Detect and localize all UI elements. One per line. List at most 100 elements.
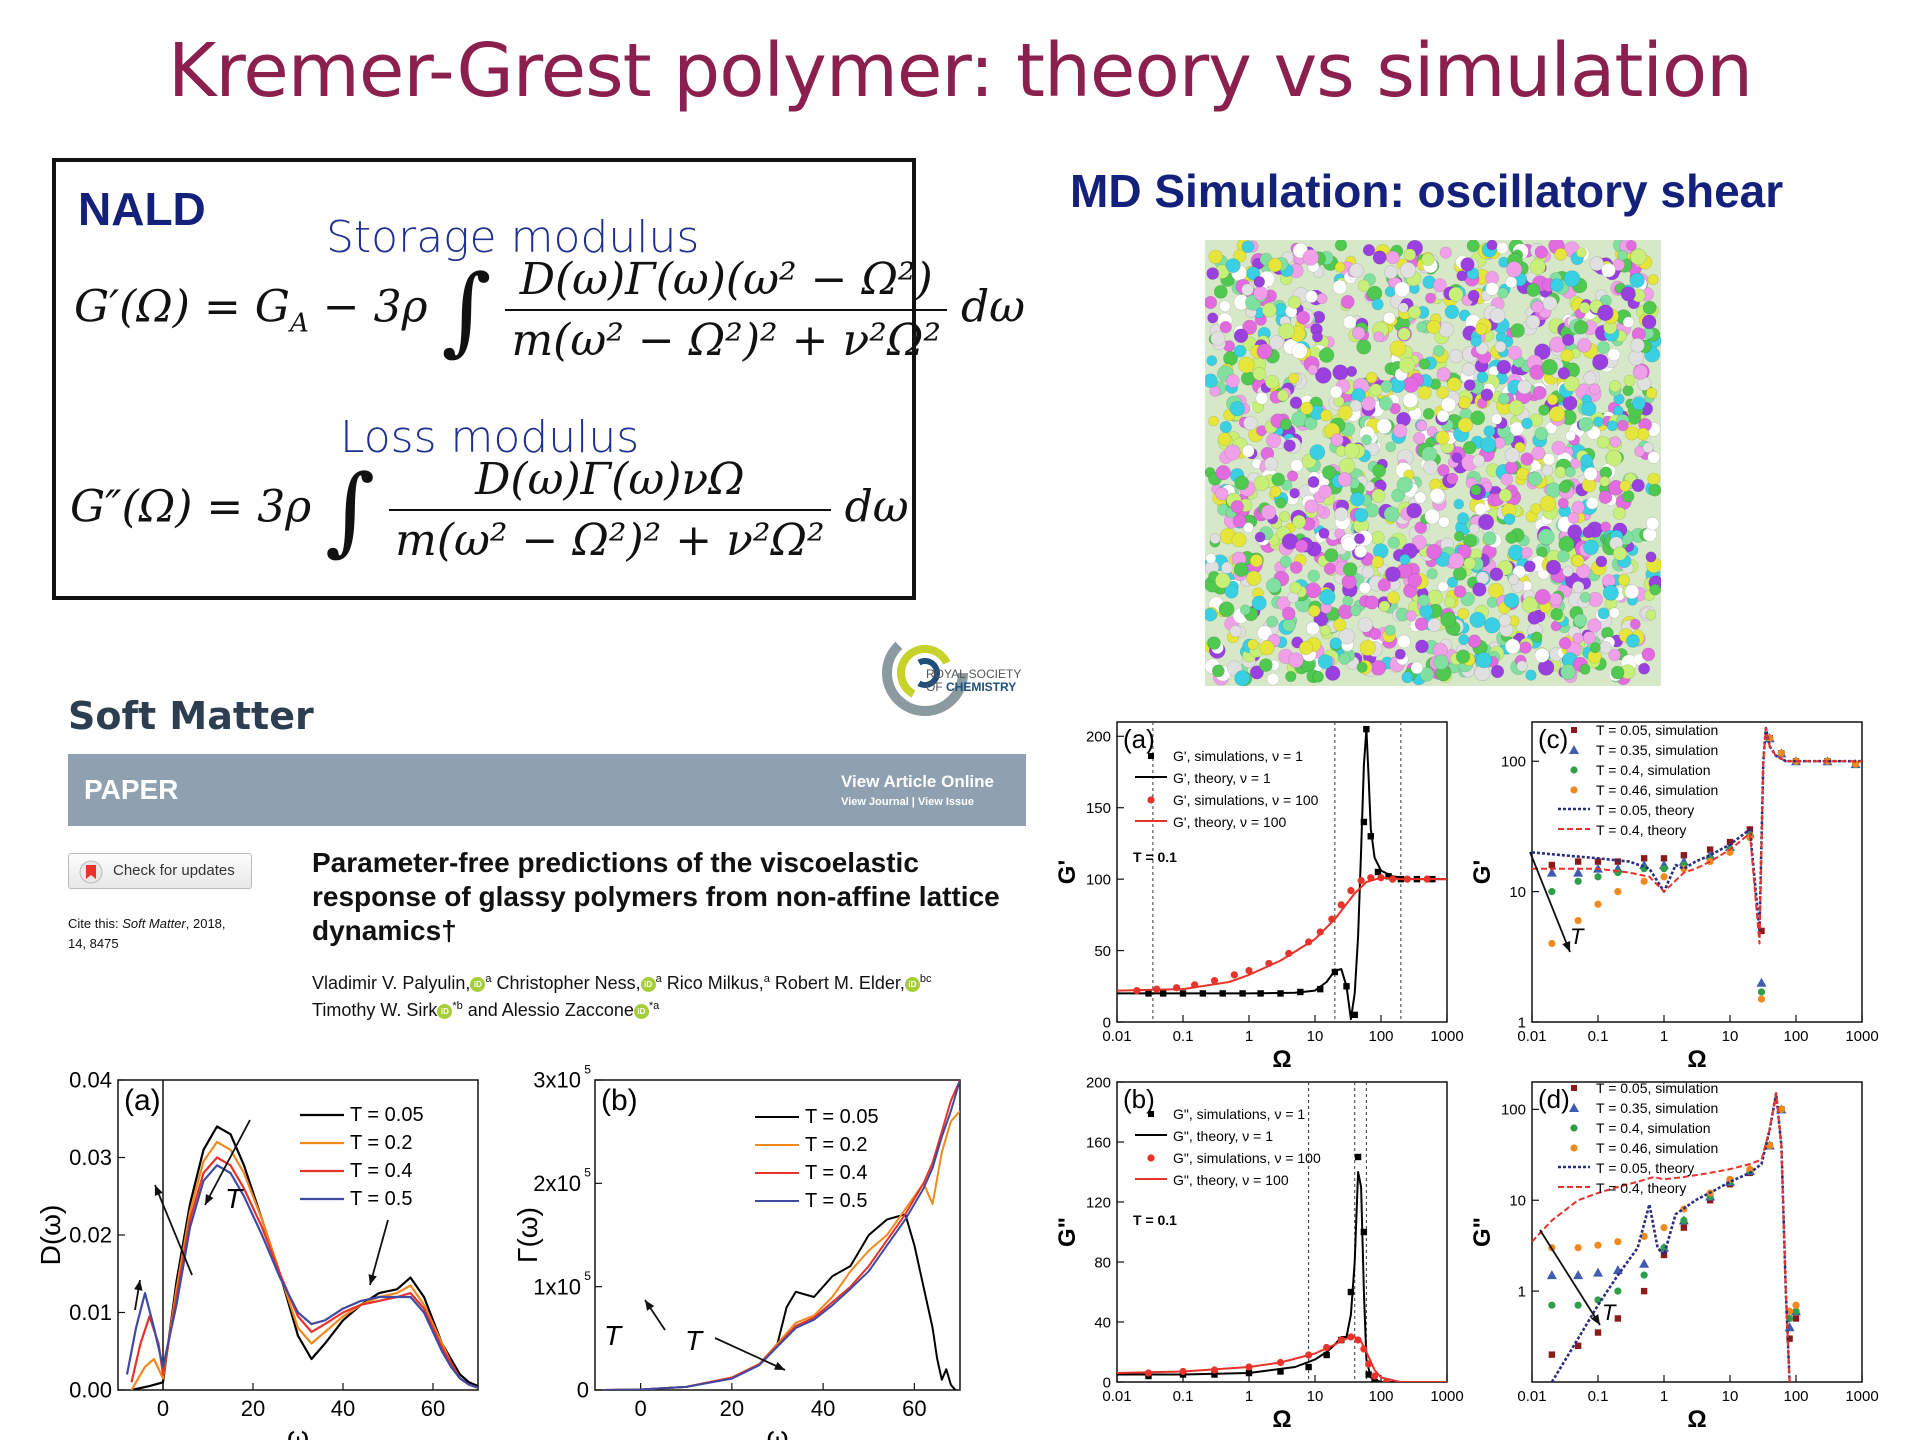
orcid-icon[interactable]: iD <box>904 976 920 992</box>
polymer-bead <box>1649 583 1661 596</box>
polymer-bead <box>1256 343 1273 360</box>
polymer-bead <box>1609 380 1622 393</box>
polymer-bead <box>1647 274 1659 286</box>
polymer-bead <box>1403 248 1417 261</box>
polymer-bead <box>1353 507 1369 523</box>
polymer-bead <box>1578 416 1594 432</box>
polymer-bead <box>1490 664 1505 679</box>
view-article-online-link[interactable]: View Article Online <box>840 772 994 791</box>
polymer-bead <box>1534 245 1548 259</box>
polymer-bead <box>1474 502 1487 516</box>
polymer-bead <box>1361 434 1372 446</box>
trend-arrowhead <box>1562 941 1571 952</box>
panel-label: (d) <box>1538 1084 1570 1114</box>
polymer-bead <box>1589 256 1605 272</box>
y-tick-label: 50 <box>1094 943 1111 960</box>
polymer-bead <box>1316 292 1328 305</box>
polymer-bead <box>1232 514 1247 528</box>
data-point <box>1548 888 1556 896</box>
polymer-bead <box>1243 522 1254 533</box>
polymer-bead <box>1488 582 1504 599</box>
polymer-bead <box>1526 283 1541 297</box>
polymer-bead <box>1583 371 1597 385</box>
data-point <box>1594 1296 1602 1304</box>
polymer-bead <box>1457 607 1470 620</box>
orcid-icon[interactable]: iD <box>470 976 486 992</box>
data-point <box>1574 877 1582 885</box>
polymer-bead <box>1534 343 1551 360</box>
legend-label: G", theory, ν = 100 <box>1173 1172 1289 1188</box>
polymer-bead <box>1480 436 1497 453</box>
polymer-bead <box>1433 345 1445 357</box>
polymer-bead <box>1399 262 1417 279</box>
polymer-bead <box>1470 335 1482 347</box>
polymer-bead <box>1432 278 1447 293</box>
x-tick-label: 100 <box>1783 1028 1808 1045</box>
journal-name: Soft Matter <box>68 694 314 738</box>
polymer-bead <box>1252 367 1267 381</box>
data-point <box>1574 916 1582 925</box>
citation: Cite this: Soft Matter, 2018, 14, 8475 <box>68 914 226 954</box>
check-for-updates-button[interactable]: Check for updates <box>68 853 252 889</box>
polymer-bead <box>1480 388 1494 401</box>
orcid-icon[interactable]: iD <box>633 1003 649 1019</box>
polymer-bead <box>1305 582 1322 599</box>
data-point <box>1792 1307 1800 1315</box>
polymer-bead <box>1579 663 1591 675</box>
data-point <box>1357 876 1365 885</box>
plot-frame <box>1531 1081 1863 1383</box>
polymer-bead <box>1417 385 1432 400</box>
polymer-bead <box>1510 323 1525 338</box>
data-point <box>1305 1363 1312 1371</box>
data-point <box>1360 1228 1368 1236</box>
orcid-icon[interactable]: iD <box>640 976 656 992</box>
view-journal-issue-links[interactable]: View Journal | View Issue <box>841 796 974 808</box>
rsc-logo: ROYAL SOCIETY OF CHEMISTRY <box>880 628 1021 723</box>
polymer-bead <box>1554 247 1568 261</box>
arrow-label: T <box>1602 1300 1617 1325</box>
polymer-bead <box>1254 531 1266 543</box>
legend-marker <box>1570 1144 1578 1152</box>
polymer-bead <box>1436 386 1450 399</box>
polymer-bead <box>1384 624 1396 636</box>
polymer-bead <box>1324 548 1339 563</box>
polymer-bead <box>1475 652 1492 669</box>
polymer-bead <box>1560 663 1577 680</box>
polymer-bead <box>1378 600 1391 612</box>
legend-label: G', simulations, ν = 100 <box>1173 792 1319 808</box>
polymer-bead <box>1383 506 1400 523</box>
polymer-bead <box>1504 447 1520 463</box>
series-group <box>1117 1153 1447 1382</box>
integral-sign: ∫ <box>441 254 492 366</box>
legend-label: G', theory, ν = 100 <box>1173 814 1287 830</box>
polymer-bead <box>1463 379 1476 391</box>
data-point <box>1574 1244 1582 1252</box>
x-tick-label: 40 <box>811 1396 835 1421</box>
polymer-bead <box>1286 470 1299 482</box>
polymer-bead <box>1436 409 1450 423</box>
polymer-bead <box>1448 286 1464 303</box>
polymer-bead <box>1580 453 1594 467</box>
polymer-bead <box>1476 571 1490 585</box>
polymer-bead <box>1539 495 1557 512</box>
polymer-bead <box>1645 609 1657 621</box>
x-tick-label: 0 <box>157 1396 169 1421</box>
data-point <box>1323 1351 1330 1359</box>
polymer-bead <box>1423 459 1439 475</box>
polymer-bead <box>1601 262 1616 278</box>
polymer-bead <box>1498 613 1512 627</box>
polymer-bead <box>1385 441 1397 453</box>
polymer-bead <box>1394 281 1410 298</box>
legend-marker <box>1570 1124 1578 1132</box>
polymer-bead <box>1407 572 1423 588</box>
polymer-bead <box>1359 639 1376 656</box>
polymer-bead <box>1516 660 1528 672</box>
cite-rest: , 2018, <box>185 916 226 931</box>
orcid-icon[interactable]: iD <box>437 1003 453 1019</box>
polymer-bead <box>1576 563 1591 579</box>
legend-label: T = 0.4, theory <box>1596 1180 1686 1196</box>
trend-arrowhead <box>774 1361 785 1370</box>
polymer-bead <box>1414 617 1429 631</box>
polymer-bead <box>1269 485 1282 498</box>
x-axis-label: Ω <box>1687 1406 1706 1433</box>
